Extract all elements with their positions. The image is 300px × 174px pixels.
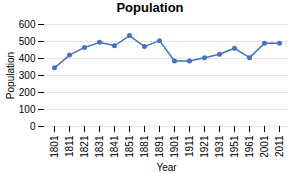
- svg-text:1811: 1811: [64, 135, 75, 157]
- svg-text:200: 200: [19, 87, 36, 98]
- svg-text:500: 500: [19, 36, 36, 47]
- svg-text:2011: 2011: [274, 135, 285, 157]
- svg-text:1921: 1921: [199, 135, 210, 158]
- html-text:Population: Population: [116, 0, 184, 15]
- svg-text:2001: 2001: [259, 135, 270, 158]
- svg-text:1931: 1931: [214, 135, 225, 158]
- svg-text:300: 300: [19, 70, 36, 81]
- svg-text:Population: Population: [5, 52, 16, 99]
- svg-text:1901: 1901: [169, 135, 180, 158]
- svg-text:Year: Year: [156, 162, 177, 173]
- svg-text:0: 0: [30, 121, 36, 132]
- svg-text:400: 400: [19, 53, 36, 64]
- svg-text:100: 100: [19, 104, 36, 115]
- svg-text:600: 600: [19, 19, 36, 30]
- svg-text:1961: 1961: [244, 135, 255, 158]
- svg-text:1881: 1881: [139, 135, 150, 158]
- svg-text:1911: 1911: [184, 135, 195, 157]
- svg-text:1841: 1841: [109, 135, 120, 158]
- svg-text:1951: 1951: [229, 135, 240, 158]
- svg-text:1851: 1851: [124, 135, 135, 158]
- svg-text:1801: 1801: [49, 135, 60, 158]
- svg-text:1821: 1821: [79, 135, 90, 158]
- svg-text:1891: 1891: [154, 135, 165, 158]
- svg-text:1831: 1831: [94, 135, 105, 158]
